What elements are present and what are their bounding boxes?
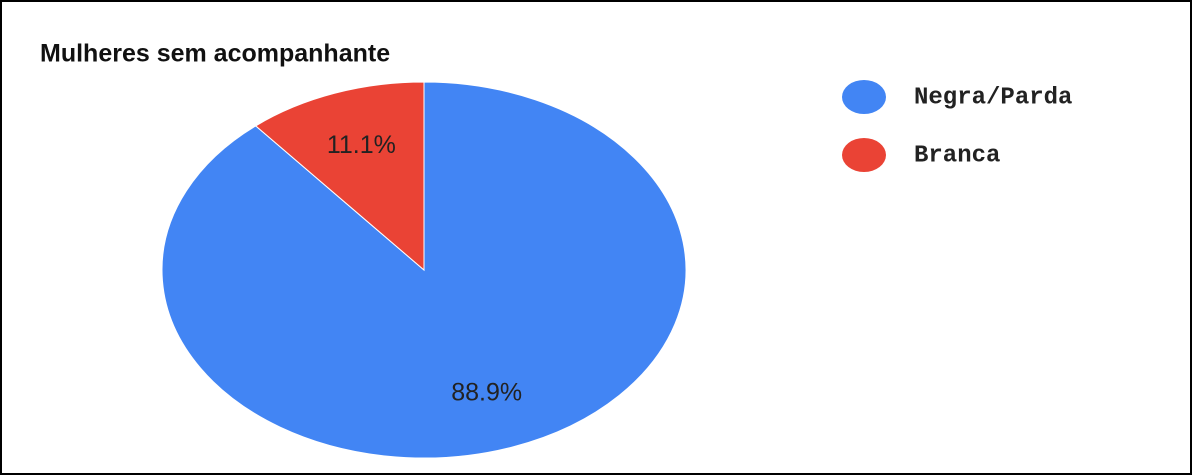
legend-swatch [842,80,886,114]
pie-slice [254,81,425,272]
legend-label: Branca [914,142,1000,169]
legend-swatch [842,138,886,172]
legend-label: Negra/Parda [914,84,1072,111]
data-label: 11.1% [327,131,396,159]
chart-title: Mulheres sem acompanhante [40,40,390,68]
data-label: 88.9% [451,378,522,406]
